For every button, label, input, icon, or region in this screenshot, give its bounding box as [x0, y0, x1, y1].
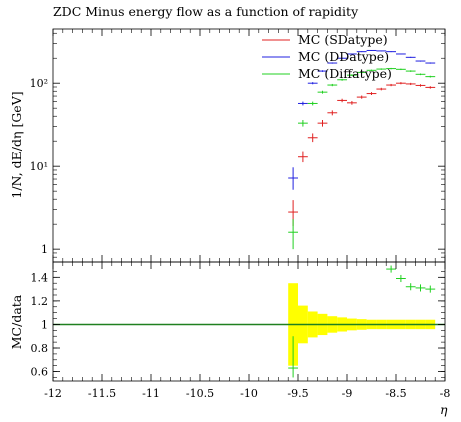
- bottom-y-tick-label: 1.4: [31, 271, 49, 284]
- top-series: [288, 49, 436, 250]
- legend-label: MC (DDatype): [298, 49, 389, 64]
- bottom-y-tick-label: 0.6: [31, 366, 49, 379]
- x-tick-labels: -12 -11.5 -11 -10.5 -10 -9.5 -9 -8.5 -8: [44, 387, 450, 400]
- bottom-panel: 0.6 0.8 1 1.2 1.4 MC/data: [9, 261, 446, 382]
- legend-label: MC (SDatype): [298, 32, 388, 47]
- bottom-y-tick-label: 0.8: [31, 342, 49, 355]
- top-y-tick-label: 10²: [30, 77, 48, 90]
- bottom-y-ticks: 0.6 0.8 1 1.2 1.4: [31, 271, 445, 379]
- top-panel: 1 10¹ 10² MC (SDatype) MC (DDatype) MC (Diff…: [9, 28, 446, 263]
- bottom-y-tick-label: 1: [41, 318, 48, 331]
- legend: MC (SDatype) MC (DDatype) MC (Diffatype): [262, 32, 392, 81]
- chart-title: ZDC Minus energy flow as a function of r…: [53, 4, 359, 19]
- x-tick-label: -11.5: [88, 387, 116, 400]
- x-tick-label: -8: [440, 387, 451, 400]
- x-tick-label: -10: [240, 387, 258, 400]
- bottom-x-ticks: [52, 262, 446, 381]
- top-y-axis-label: 1/N, dE/dη [GeV]: [9, 91, 24, 198]
- series-2: [288, 49, 436, 190]
- x-tick-label: -11: [142, 387, 160, 400]
- x-axis-label: η: [440, 402, 448, 417]
- bottom-series: [288, 265, 436, 378]
- x-tick-label: -9.5: [287, 387, 308, 400]
- series-1: [288, 82, 436, 227]
- bottom-y-tick-label: 1.2: [31, 295, 49, 308]
- x-tick-label: -12: [44, 387, 62, 400]
- series-3: [288, 67, 436, 250]
- x-tick-label: -9: [342, 387, 353, 400]
- top-y-ticks: 1 10¹ 10²: [30, 32, 445, 263]
- legend-label: MC (Diffatype): [298, 66, 392, 81]
- top-x-ticks: [52, 29, 446, 262]
- top-y-tick-label: 10¹: [30, 160, 48, 173]
- ratio-series-1: [288, 265, 436, 378]
- bottom-y-axis-label: MC/data: [9, 294, 24, 349]
- x-tick-label: -8.5: [385, 387, 406, 400]
- x-tick-label: -10.5: [186, 387, 214, 400]
- top-y-tick-label: 1: [41, 243, 48, 256]
